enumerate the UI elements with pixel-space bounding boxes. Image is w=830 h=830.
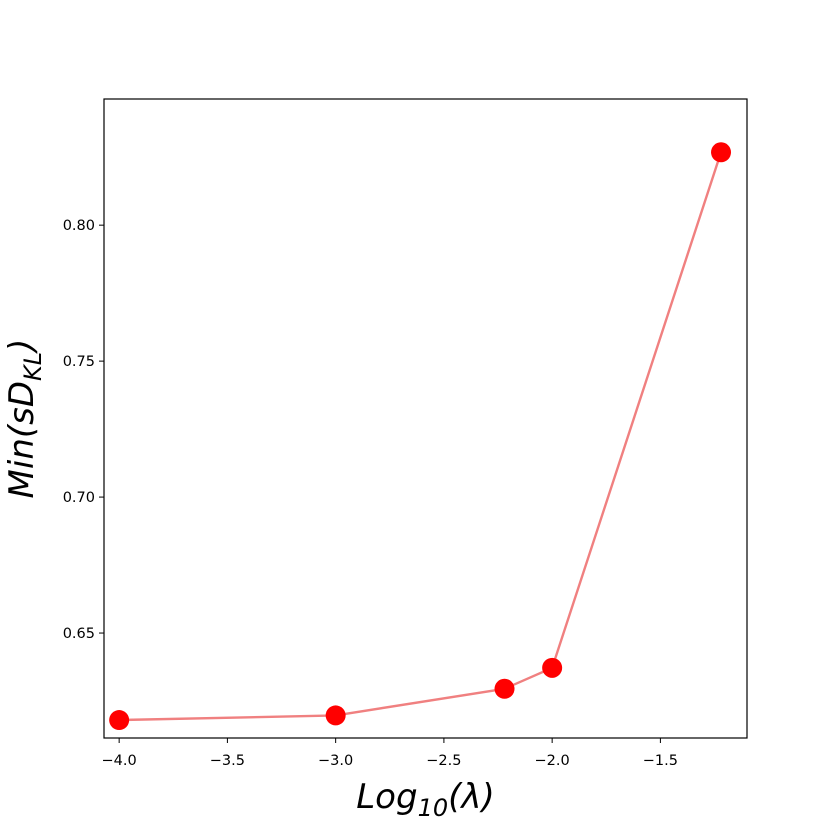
y-tick-label: 0.80 [63,218,95,234]
x-tick-label: −1.5 [643,753,678,769]
y-axis-title: Min(sDKL) [2,339,47,499]
x-tick-label: −3.0 [318,753,353,769]
x-tick-label: −4.0 [102,753,137,769]
x-tick-label: −2.0 [535,753,570,769]
y-tick-label: 0.70 [63,490,95,506]
plot-frame [103,98,748,739]
x-tick-label: −3.5 [210,753,245,769]
data-point [542,657,563,678]
data-point [109,710,130,731]
ticks-layer: −4.0 −3.5 −3.0 −2.5 −2.0 −1.5 0.65 0.70 0.75 0.80 [63,218,678,769]
data-point [325,705,346,726]
y-tick-label: 0.65 [63,626,95,642]
series-line [119,151,723,722]
y-tick-label: 0.75 [63,354,95,370]
data-point [711,142,732,163]
x-axis-title: Log10(λ) [356,777,495,822]
data-point [494,678,515,699]
plot-layer [109,142,732,731]
x-tick-label: −2.5 [426,753,461,769]
